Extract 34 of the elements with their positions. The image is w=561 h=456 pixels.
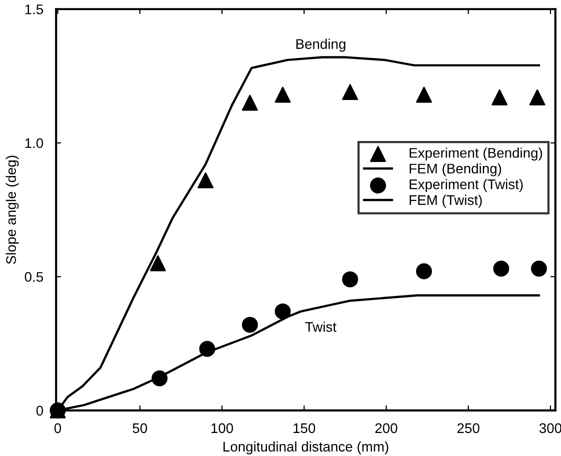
y-axis-title: Slope angle (deg) xyxy=(6,156,19,264)
annotation: Bending xyxy=(296,38,346,52)
legend-label: Experiment (Twist) xyxy=(410,179,523,192)
x-axis-title: Longitudinal distance (mm) xyxy=(224,441,388,454)
point xyxy=(416,86,432,103)
point xyxy=(342,271,358,288)
y-tick-label: 0.5 xyxy=(24,272,44,282)
point xyxy=(274,86,291,103)
point xyxy=(199,340,216,357)
x-tick-label: 150 xyxy=(294,423,316,434)
legend-label: FEM (Twist) xyxy=(410,194,482,208)
legend-label: Experiment (Bending) xyxy=(410,148,542,161)
legend-label: FEM (Bending) xyxy=(410,163,502,176)
point xyxy=(242,316,258,333)
x-tick-label: 250 xyxy=(457,423,480,434)
point xyxy=(493,260,510,277)
x-tick-label: 0 xyxy=(54,423,62,434)
point xyxy=(150,255,166,272)
point xyxy=(492,89,508,106)
point xyxy=(342,84,358,100)
y-tick-label: 1.0 xyxy=(25,138,44,148)
point xyxy=(242,94,258,111)
point xyxy=(530,260,547,277)
annotation: Twist xyxy=(305,322,336,332)
point xyxy=(529,89,546,106)
x-tick-label: 50 xyxy=(132,423,148,434)
point xyxy=(198,172,214,188)
point xyxy=(416,263,432,280)
y-tick-label: 1.5 xyxy=(25,4,44,14)
y-tick-label: 0 xyxy=(36,406,44,416)
point xyxy=(152,370,168,386)
x-tick-label: 200 xyxy=(375,423,398,434)
point xyxy=(274,303,291,320)
x-tick-label: 100 xyxy=(211,423,234,434)
